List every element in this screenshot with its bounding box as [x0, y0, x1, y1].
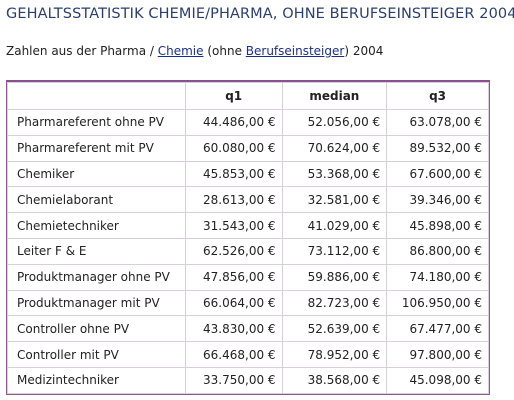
q3-value: 45.098,00 € — [386, 366, 489, 394]
q1-value: 33.750,00 € — [184, 366, 283, 394]
q3-value: 67.477,00 € — [386, 315, 489, 343]
median-value: 70.624,00 € — [281, 134, 388, 162]
row-label: Pharmareferent mit PV — [7, 134, 186, 162]
table-row: Produktmanager ohne PV 47.856,00 €59.886,… — [7, 263, 489, 291]
median-value: 52.639,00 € — [281, 315, 388, 343]
table-row: Medizintechniker 33.750,00 €38.568,00 €45… — [7, 366, 489, 394]
salary-table-container: q1 median q3 Pharmareferent ohne PV 44.48… — [6, 80, 490, 395]
header-cell-label — [7, 82, 186, 110]
row-label: Chemiker — [7, 160, 186, 188]
q1-value: 47.856,00 € — [184, 263, 283, 291]
table-row: Chemietechniker 31.543,00 €41.029,00 €45.… — [7, 212, 489, 239]
subtitle: Zahlen aus der Pharma / Chemie (ohne Ber… — [6, 44, 383, 58]
median-value: 32.581,00 € — [281, 186, 388, 214]
q1-value: 62.526,00 € — [184, 237, 283, 265]
row-label: Chemielaborant — [7, 186, 186, 214]
table-row: Pharmareferent mit PV 60.080,00 €70.624,0… — [7, 134, 489, 162]
row-label: Produktmanager ohne PV — [7, 263, 186, 291]
row-label: Produktmanager mit PV — [7, 289, 186, 317]
table-row: Leiter F & E 62.526,00 €73.112,00 €86.800… — [7, 237, 489, 265]
q3-value: 86.800,00 € — [386, 237, 489, 265]
table-body: Pharmareferent ohne PV 44.486,00 €52.056,… — [7, 109, 489, 394]
row-label: Pharmareferent ohne PV — [7, 109, 186, 136]
q1-value: 66.468,00 € — [184, 341, 283, 368]
subtitle-suffix: ) 2004 — [344, 44, 384, 58]
q3-value: 74.180,00 € — [386, 263, 489, 291]
median-value: 38.568,00 € — [281, 366, 388, 394]
median-value: 52.056,00 € — [281, 109, 388, 136]
q3-value: 45.898,00 € — [386, 212, 489, 239]
header-cell-q3: q3 — [386, 82, 489, 110]
q1-value: 66.064,00 € — [184, 289, 283, 317]
table-row: Chemiker 45.853,00 €53.368,00 €67.600,00 … — [7, 160, 489, 188]
link-berufseinsteiger[interactable]: Berufseinsteiger — [245, 44, 345, 58]
salary-table: q1 median q3 Pharmareferent ohne PV 44.48… — [7, 82, 489, 394]
median-value: 59.886,00 € — [281, 263, 388, 291]
median-value: 53.368,00 € — [281, 160, 388, 188]
link-chemie[interactable]: Chemie — [157, 44, 204, 58]
page-title: GEHALTSSTATISTIK CHEMIE/PHARMA, OHNE BER… — [6, 6, 514, 22]
row-label: Chemietechniker — [7, 212, 186, 239]
table-row: Chemielaborant 28.613,00 €32.581,00 €39.3… — [7, 186, 489, 214]
table-row: Pharmareferent ohne PV 44.486,00 €52.056,… — [7, 109, 489, 136]
q3-value: 89.532,00 € — [386, 134, 489, 162]
q1-value: 43.830,00 € — [184, 315, 283, 343]
header-cell-median: median — [281, 82, 388, 110]
q1-value: 31.543,00 € — [184, 212, 283, 239]
table-row: Controller mit PV 66.468,00 €78.952,00 €9… — [7, 341, 489, 368]
row-label: Controller ohne PV — [7, 315, 186, 343]
q3-value: 39.346,00 € — [386, 186, 489, 214]
q3-value: 63.078,00 € — [386, 109, 489, 136]
header-cell-q1: q1 — [184, 82, 283, 110]
table-row: Produktmanager mit PV 66.064,00 €82.723,0… — [7, 289, 489, 317]
q1-value: 44.486,00 € — [184, 109, 283, 136]
q3-value: 97.800,00 € — [386, 341, 489, 368]
subtitle-prefix: Zahlen aus der Pharma / — [6, 44, 158, 58]
row-label: Controller mit PV — [7, 341, 186, 368]
row-label: Leiter F & E — [7, 237, 186, 265]
q3-value: 67.600,00 € — [386, 160, 489, 188]
table-row: Controller ohne PV 43.830,00 €52.639,00 €… — [7, 315, 489, 343]
median-value: 41.029,00 € — [281, 212, 388, 239]
q1-value: 45.853,00 € — [184, 160, 283, 188]
subtitle-middle: (ohne — [203, 44, 246, 58]
median-value: 73.112,00 € — [281, 237, 388, 265]
q3-value: 106.950,00 € — [386, 289, 489, 317]
q1-value: 28.613,00 € — [184, 186, 283, 214]
table-header-row: q1 median q3 — [7, 82, 489, 110]
median-value: 82.723,00 € — [281, 289, 388, 317]
median-value: 78.952,00 € — [281, 341, 388, 368]
row-label: Medizintechniker — [7, 366, 186, 394]
q1-value: 60.080,00 € — [184, 134, 283, 162]
